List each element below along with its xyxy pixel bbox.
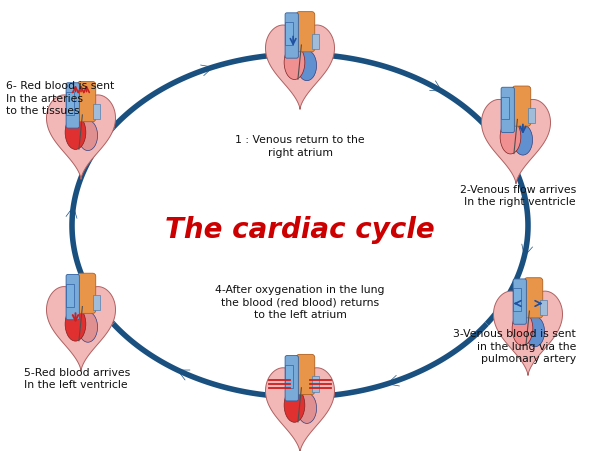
Ellipse shape (70, 91, 89, 104)
Ellipse shape (82, 104, 97, 121)
Polygon shape (494, 291, 562, 376)
Text: 2-Venous flow arrives
In the right ventricle: 2-Venous flow arrives In the right ventr… (460, 185, 576, 207)
Ellipse shape (517, 109, 532, 125)
FancyBboxPatch shape (66, 83, 79, 128)
Ellipse shape (78, 120, 98, 151)
Ellipse shape (289, 21, 308, 34)
Ellipse shape (288, 379, 301, 392)
Ellipse shape (297, 393, 317, 423)
Ellipse shape (513, 125, 533, 155)
FancyBboxPatch shape (501, 87, 514, 133)
Text: 4-After oxygenation in the lung
the blood (red blood) returns
to the left atrium: 4-After oxygenation in the lung the bloo… (215, 285, 385, 320)
Bar (313, 34, 319, 49)
FancyBboxPatch shape (296, 354, 315, 395)
Ellipse shape (65, 307, 86, 341)
Bar (513, 288, 521, 311)
Ellipse shape (82, 296, 97, 313)
Polygon shape (266, 25, 334, 110)
Bar (285, 22, 293, 45)
Ellipse shape (297, 51, 317, 81)
Bar (541, 300, 547, 315)
Text: 6- Red blood is sent
In the arteries
to the tissues: 6- Red blood is sent In the arteries to … (6, 81, 114, 116)
Bar (94, 104, 100, 119)
FancyBboxPatch shape (285, 13, 298, 58)
Text: 1 : Venous return to the
right atrium: 1 : Venous return to the right atrium (235, 135, 365, 158)
Ellipse shape (69, 298, 82, 311)
Ellipse shape (505, 95, 524, 109)
Bar (66, 284, 74, 307)
Ellipse shape (301, 34, 316, 51)
FancyBboxPatch shape (285, 355, 298, 401)
Ellipse shape (289, 364, 308, 377)
Bar (285, 365, 293, 388)
Bar (94, 295, 100, 310)
FancyBboxPatch shape (524, 278, 543, 318)
FancyBboxPatch shape (512, 86, 531, 126)
Polygon shape (266, 368, 334, 451)
Text: The cardiac cycle: The cardiac cycle (165, 216, 435, 244)
FancyBboxPatch shape (513, 279, 526, 324)
Bar (529, 108, 535, 123)
Ellipse shape (78, 312, 98, 342)
Polygon shape (47, 95, 115, 179)
Bar (66, 92, 74, 115)
FancyBboxPatch shape (66, 274, 79, 320)
Ellipse shape (284, 388, 305, 422)
Text: 3-Venous blood is sent
in the lung via the
pulmonary artery: 3-Venous blood is sent in the lung via t… (453, 329, 576, 364)
Polygon shape (482, 99, 550, 184)
FancyBboxPatch shape (296, 12, 315, 52)
Bar (313, 377, 319, 391)
Ellipse shape (70, 282, 89, 296)
Ellipse shape (512, 312, 533, 345)
Ellipse shape (516, 302, 529, 316)
Ellipse shape (529, 300, 544, 317)
Ellipse shape (504, 110, 517, 124)
FancyBboxPatch shape (77, 273, 96, 313)
Text: 5-Red blood arrives
In the left ventricle: 5-Red blood arrives In the left ventricl… (24, 368, 130, 390)
FancyBboxPatch shape (77, 82, 96, 122)
Polygon shape (47, 286, 115, 371)
Ellipse shape (284, 46, 305, 79)
Ellipse shape (65, 115, 86, 149)
Ellipse shape (500, 120, 521, 154)
Ellipse shape (69, 106, 82, 120)
Ellipse shape (525, 317, 545, 347)
Ellipse shape (517, 287, 536, 300)
Ellipse shape (288, 36, 301, 50)
Ellipse shape (301, 377, 316, 394)
Bar (501, 97, 509, 120)
